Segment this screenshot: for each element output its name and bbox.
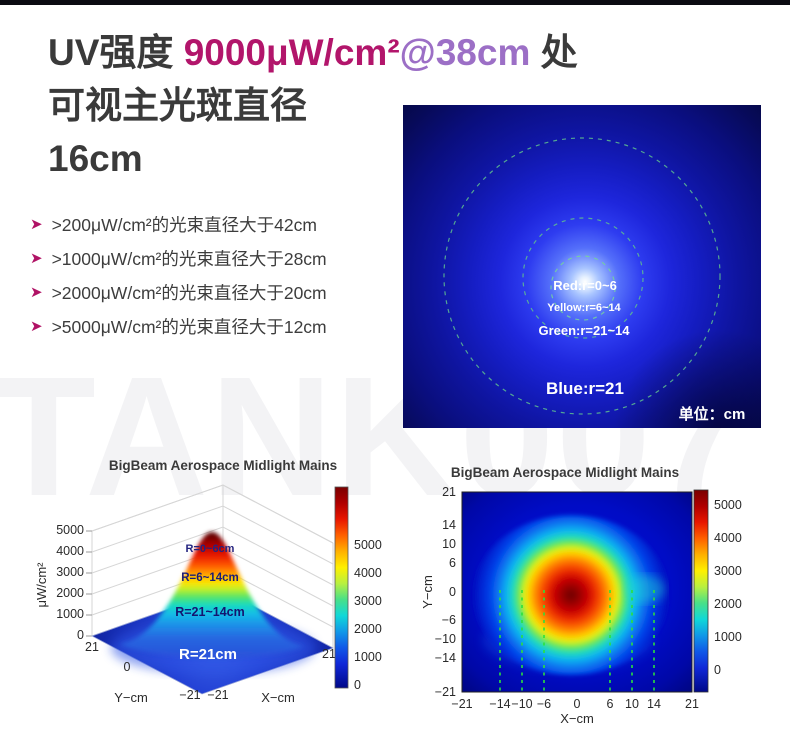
title-intensity-value: 9000μW/cm² <box>183 32 400 73</box>
tick-label: −6 <box>537 697 551 711</box>
beam-rings-overlay: Red:r=0~6 Yellow:r=6~14 Green:r=21~14 Bl… <box>443 137 746 423</box>
title-line-2: 可视主光斑直径 <box>48 85 307 126</box>
tick-label: −21 <box>435 685 456 699</box>
surface-base-glow <box>111 622 315 674</box>
tick-label: 2000 <box>714 597 742 611</box>
title-line-1: UV强度 9000μW/cm²@38cm 处 <box>48 26 578 79</box>
beam-ring-middle <box>522 217 644 339</box>
bullet-arrow-icon: ➤ <box>30 317 43 335</box>
tick-label: 10 <box>625 697 639 711</box>
beam-label-blue: Blue:r=21 <box>546 379 624 398</box>
beam-label-yellow: Yellow:r=6~14 <box>547 302 621 314</box>
beam-label-green: Green:r=21~14 <box>538 323 630 338</box>
tick-label: 3000 <box>354 594 382 608</box>
surface-x-tick-near: −21 <box>207 688 228 702</box>
bullet-text: >200μW/cm²的光束直径大于42cm <box>51 214 317 235</box>
surface-colorbar-labels: 5000 4000 3000 2000 1000 0 <box>354 538 382 692</box>
tick-label: 10 <box>442 537 456 551</box>
tick-label: −14 <box>489 697 510 711</box>
surface-annotation-red-ring: R=0~6cm <box>186 543 235 555</box>
tick-label: 0 <box>77 628 84 642</box>
title-suffix: 处 <box>530 32 578 73</box>
surface-z-axis-label: μW/cm² <box>34 562 49 608</box>
surface-x-axis-label: X−cm <box>261 690 295 705</box>
list-item: ➤ >5000μW/cm²的光束直径大于12cm <box>30 316 327 337</box>
title-prefix: UV强度 <box>48 32 184 73</box>
surface-z-ticks <box>86 530 92 637</box>
beam-unit-label: 单位：cm <box>679 405 746 423</box>
beam-label-red: Red:r=0~6 <box>553 278 617 293</box>
beam-ring-inner <box>550 255 616 321</box>
heatmap-dashed-guides <box>499 590 655 692</box>
heatmap-x-axis-label: X−cm <box>560 711 594 726</box>
list-item: ➤ >1000μW/cm²的光束直径大于28cm <box>30 248 327 269</box>
bullet-arrow-icon: ➤ <box>30 283 43 301</box>
tick-label: 0 <box>449 585 456 599</box>
bullet-text: >2000μW/cm²的光束直径大于20cm <box>51 282 327 303</box>
surface-y-tick-mid: 0 <box>124 660 131 674</box>
surface-floor <box>91 589 334 695</box>
tick-label: 1000 <box>56 607 84 621</box>
bullet-text: >5000μW/cm²的光束直径大于12cm <box>51 316 327 337</box>
title-line-3: 16cm <box>48 138 143 179</box>
tick-label: 1000 <box>714 630 742 644</box>
tick-label: −6 <box>442 613 456 627</box>
tick-label: 0 <box>574 697 581 711</box>
surface-y-tick-far: 21 <box>85 640 99 654</box>
heatmap-cyan-bump <box>625 575 665 603</box>
beam-ring-outer <box>443 137 721 415</box>
list-item: ➤ >2000μW/cm²的光束直径大于20cm <box>30 282 327 303</box>
tick-label: −10 <box>435 632 456 646</box>
tick-label: 3000 <box>56 565 84 579</box>
tick-label: 21 <box>685 697 699 711</box>
tick-label: 0 <box>354 678 361 692</box>
list-item: ➤ >200μW/cm²的光束直径大于42cm <box>30 214 327 235</box>
page-title: UV强度 9000μW/cm²@38cm 处 可视主光斑直径 16cm <box>48 26 578 185</box>
surface-annotation-yellow-ring: R=6~14cm <box>181 572 239 584</box>
tick-label: 5000 <box>354 538 382 552</box>
surface-y-axis-label: Y−cm <box>114 690 148 705</box>
tick-label: −21 <box>451 697 472 711</box>
surface-annotation-blue-ring: R=21cm <box>179 646 237 663</box>
tick-label: 0 <box>714 663 721 677</box>
tick-label: 2000 <box>56 586 84 600</box>
heatmap-x-tick-labels: −21 −14 −10 −6 0 6 10 14 21 <box>451 697 699 711</box>
surface-x-tick-far: 21 <box>322 647 336 661</box>
surface-y-tick-near: −21 <box>179 688 200 702</box>
tick-label: 4000 <box>56 544 84 558</box>
tick-label: −14 <box>435 651 456 665</box>
tick-label: 3000 <box>714 564 742 578</box>
tick-label: 1000 <box>354 650 382 664</box>
beam-spot-image: Red:r=0~6 Yellow:r=6~14 Green:r=21~14 Bl… <box>403 105 761 428</box>
bullet-arrow-icon: ➤ <box>30 249 43 267</box>
bullet-arrow-icon: ➤ <box>30 215 43 233</box>
surface-annotation-green-ring: R=21~14cm <box>175 605 245 619</box>
tick-label: −10 <box>511 697 532 711</box>
tick-label: 6 <box>449 556 456 570</box>
title-distance-value: @38cm <box>399 32 531 73</box>
heatmap-y-axis-label: Y−cm <box>420 575 435 609</box>
spec-bullet-list: ➤ >200μW/cm²的光束直径大于42cm ➤ >1000μW/cm²的光束… <box>30 214 327 350</box>
surface-bell <box>120 532 304 658</box>
heatmap-lower-halo <box>483 610 653 670</box>
bullet-text: >1000μW/cm²的光束直径大于28cm <box>51 248 327 269</box>
top-accent-bar <box>0 0 790 5</box>
tick-label: 14 <box>647 697 661 711</box>
tick-label: 4000 <box>714 531 742 545</box>
tick-label: 6 <box>607 697 614 711</box>
tick-label: 4000 <box>354 566 382 580</box>
tick-label: 2000 <box>354 622 382 636</box>
heatmap-hotspot <box>473 515 669 675</box>
surface-z-tick-labels: 5000 4000 3000 2000 1000 0 <box>56 523 84 642</box>
